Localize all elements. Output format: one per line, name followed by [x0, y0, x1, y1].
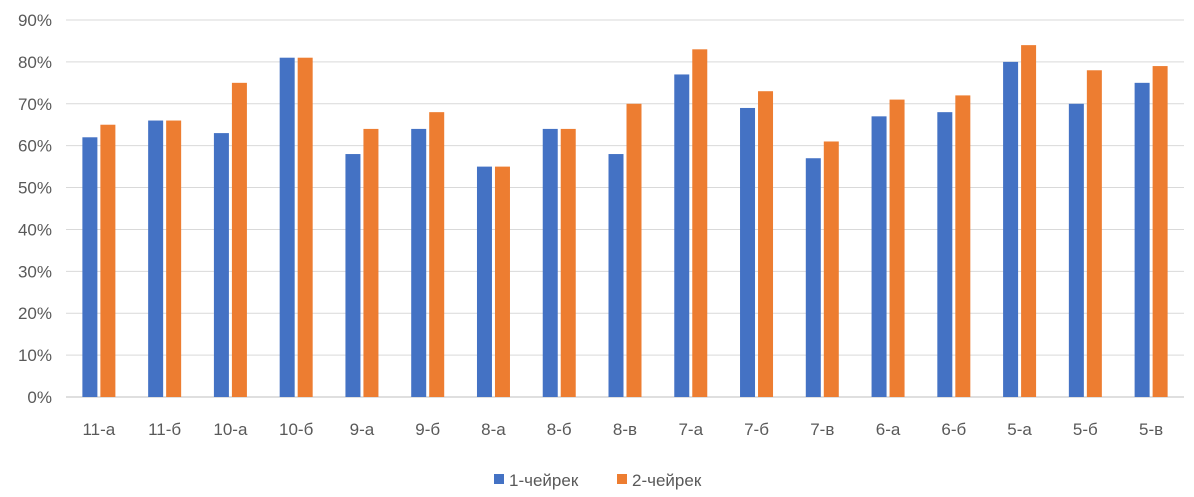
bar-series-1	[1003, 61, 1019, 398]
y-tick-label: 80%	[18, 53, 52, 72]
x-tick-label: 8-в	[613, 420, 637, 439]
y-tick-label: 40%	[18, 220, 52, 239]
bar-series-1	[805, 158, 821, 397]
y-axis: 0% 10% 20% 30% 40% 50% 60% 70% 80% 90%	[18, 11, 52, 407]
bar-series-2	[823, 141, 839, 397]
bar-series-2	[363, 128, 379, 397]
x-tick-label: 8-б	[547, 420, 572, 439]
bar-series-1	[476, 166, 492, 397]
bar-series-1	[937, 112, 953, 398]
y-tick-label: 20%	[18, 304, 52, 323]
bar-series-1	[740, 107, 756, 397]
x-tick-label: 6-б	[941, 420, 966, 439]
x-tick-label: 11-б	[148, 420, 181, 439]
bar-series-2	[626, 103, 642, 398]
legend-label-1: 1-чейрек	[509, 471, 579, 490]
y-tick-label: 50%	[18, 179, 52, 198]
x-tick-label: 11-а	[82, 420, 115, 439]
bar-series-1	[1068, 103, 1084, 398]
x-tick-label: 10-б	[279, 420, 314, 439]
bar-series-2	[955, 95, 971, 398]
bar-series-1	[279, 57, 295, 397]
x-tick-label: 7-в	[810, 420, 834, 439]
bar-series-2	[758, 91, 774, 397]
y-tick-label: 30%	[18, 262, 52, 281]
bar-series-2	[166, 120, 182, 398]
bar-series-1	[345, 154, 361, 397]
bar-series-2	[692, 49, 708, 397]
bar-series-1	[674, 74, 690, 397]
y-tick-label: 10%	[18, 346, 52, 365]
y-tick-label: 60%	[18, 137, 52, 156]
bars	[82, 45, 1168, 398]
bar-series-2	[231, 82, 247, 397]
bar-series-2	[1152, 66, 1168, 398]
bar-series-2	[100, 124, 116, 397]
bar-series-1	[213, 133, 229, 397]
bar-series-2	[429, 112, 445, 398]
x-tick-label: 5-в	[1139, 420, 1163, 439]
bar-series-1	[608, 154, 624, 397]
gridlines	[66, 19, 1184, 398]
legend-swatch-1	[494, 474, 504, 484]
bar-series-1	[82, 137, 98, 398]
x-tick-label: 10-а	[213, 420, 248, 439]
x-tick-label: 5-б	[1073, 420, 1098, 439]
x-tick-label: 7-б	[744, 420, 769, 439]
bar-series-1	[148, 120, 164, 398]
bar-series-2	[297, 57, 313, 397]
legend-swatch-2	[617, 474, 627, 484]
bar-series-1	[871, 116, 887, 397]
legend-label-2: 2-чейрек	[632, 471, 702, 490]
y-tick-label: 70%	[18, 95, 52, 114]
legend: 1-чейрек 2-чейрек	[494, 471, 702, 490]
bar-series-1	[411, 128, 427, 397]
y-tick-label: 90%	[18, 11, 52, 30]
x-tick-label: 5-а	[1007, 420, 1032, 439]
x-tick-label: 6-а	[876, 420, 901, 439]
bar-series-2	[560, 128, 576, 397]
bar-series-2	[494, 166, 510, 397]
y-tick-label: 0%	[27, 388, 52, 407]
x-tick-label: 9-б	[415, 420, 440, 439]
x-tick-label: 8-а	[481, 420, 506, 439]
bar-series-2	[889, 99, 905, 397]
x-tick-label: 7-а	[678, 420, 703, 439]
bar-series-2	[1021, 45, 1037, 398]
x-axis: 11-а 11-б 10-а 10-б 9-а 9-б 8-а 8-б 8-в 7-а 7-б 7-в…	[82, 420, 1163, 439]
bar-series-1	[1134, 82, 1150, 397]
x-tick-label: 9-а	[350, 420, 375, 439]
bar-series-2	[1086, 70, 1102, 398]
bar-series-1	[542, 128, 558, 397]
